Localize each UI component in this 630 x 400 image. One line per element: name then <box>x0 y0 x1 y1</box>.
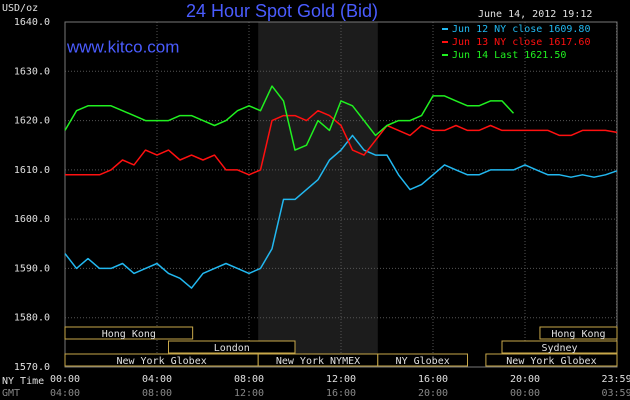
legend-label: Jun 13 NY close 1617.60 <box>452 37 590 48</box>
x-tick-label: 12:00 <box>326 374 356 385</box>
y-tick-label: 1620.0 <box>14 116 50 127</box>
session-label: Hong Kong <box>551 329 605 340</box>
x2-tick-label: 03:59 <box>601 388 630 399</box>
x2-axis-label: GMT <box>2 388 20 399</box>
session-label: Hong Kong <box>102 329 156 340</box>
x-tick-label: 23:59 <box>601 374 630 385</box>
highlight-band <box>258 22 378 367</box>
session-box <box>377 353 468 367</box>
plot-border <box>64 21 618 368</box>
series-line <box>64 85 515 151</box>
x2-tick-label: 04:00 <box>50 388 80 399</box>
chart-title: 24 Hour Spot Gold (Bid) <box>186 1 378 21</box>
x2-tick-label: 00:00 <box>510 388 540 399</box>
session-box <box>501 340 618 354</box>
x2-tick-label: 16:00 <box>326 388 356 399</box>
series-line <box>65 109 618 176</box>
x-axis-label: NY Time <box>2 376 44 387</box>
x-tick-label: 08:00 <box>234 374 264 385</box>
session-label: London <box>214 343 250 354</box>
y-tick-label: 1590.0 <box>14 263 50 274</box>
session-label: New York Globex <box>506 356 596 367</box>
x-tick-label: 00:00 <box>50 374 80 385</box>
y-tick-label: 1610.0 <box>14 165 50 176</box>
session-box <box>485 353 618 367</box>
timestamp: June 14, 2012 19:12 <box>478 9 592 20</box>
x-tick-label: 04:00 <box>142 374 172 385</box>
y-tick-label: 1570.0 <box>14 362 50 373</box>
y-tick-label: 1580.0 <box>14 313 50 324</box>
series-line <box>64 134 618 289</box>
x-tick-label: 20:00 <box>510 374 540 385</box>
session-box <box>168 340 296 354</box>
watermark: www.kitco.com <box>66 37 179 56</box>
session-label: NY Globex <box>396 356 450 367</box>
y-tick-label: 1640.0 <box>14 17 50 28</box>
session-label: Sydney <box>541 343 577 354</box>
legend-label: Jun 12 NY close 1609.80 <box>452 24 590 35</box>
session-box <box>539 326 618 340</box>
x2-tick-label: 08:00 <box>142 388 172 399</box>
y-axis-label: USD/oz <box>2 3 38 14</box>
y-tick-label: 1630.0 <box>14 66 50 77</box>
x2-tick-label: 20:00 <box>418 388 448 399</box>
session-box <box>64 326 194 340</box>
y-tick-label: 1600.0 <box>14 214 50 225</box>
legend-label: Jun 14 Last 1621.50 <box>452 50 566 61</box>
session-label: New York NYMEX <box>276 356 360 367</box>
x2-tick-label: 12:00 <box>234 388 264 399</box>
session-label: New York Globex <box>116 356 206 367</box>
x-tick-label: 16:00 <box>418 374 448 385</box>
